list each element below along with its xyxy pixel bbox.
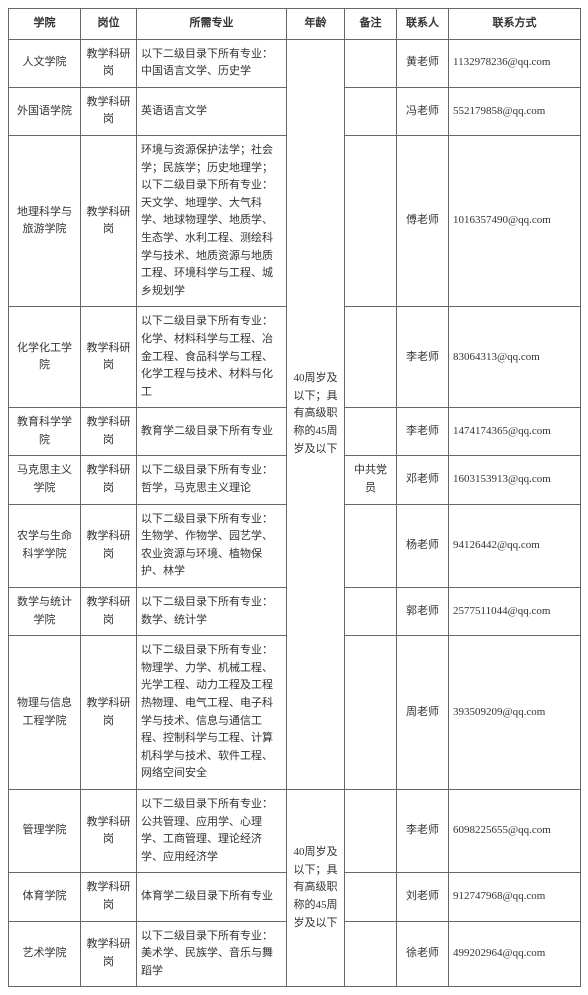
cell-college: 教育科学学院: [9, 408, 81, 456]
cell-note: [345, 307, 397, 408]
cell-note: [345, 135, 397, 306]
cell-major: 环境与资源保护法学；社会学；民族学；历史地理学；以下二级目录下所有专业：天文学、…: [137, 135, 287, 306]
cell-email: 1603153913@qq.com: [449, 456, 581, 504]
cell-contact: 徐老师: [397, 921, 449, 987]
cell-college: 管理学院: [9, 789, 81, 872]
col-email: 联系方式: [449, 9, 581, 40]
cell-contact: 冯老师: [397, 87, 449, 135]
table-row: 管理学院教学科研岗以下二级目录下所有专业：公共管理、应用学、心理学、工商管理、理…: [9, 789, 581, 872]
cell-contact: 黄老师: [397, 39, 449, 87]
cell-college: 农学与生命科学学院: [9, 504, 81, 587]
cell-contact: 刘老师: [397, 873, 449, 921]
cell-email: 552179858@qq.com: [449, 87, 581, 135]
cell-note: [345, 588, 397, 636]
cell-note: [345, 873, 397, 921]
cell-post: 教学科研岗: [81, 456, 137, 504]
cell-post: 教学科研岗: [81, 588, 137, 636]
cell-email: 94126442@qq.com: [449, 504, 581, 587]
col-college: 学院: [9, 9, 81, 40]
cell-post: 教学科研岗: [81, 39, 137, 87]
cell-major: 体育学二级目录下所有专业: [137, 873, 287, 921]
cell-college: 人文学院: [9, 39, 81, 87]
col-age: 年龄: [287, 9, 345, 40]
cell-college: 物理与信息工程学院: [9, 636, 81, 790]
cell-contact: 李老师: [397, 307, 449, 408]
cell-post: 教学科研岗: [81, 636, 137, 790]
table-row: 人文学院教学科研岗以下二级目录下所有专业：中国语言文学、历史学40周岁及以下；具…: [9, 39, 581, 87]
col-contact: 联系人: [397, 9, 449, 40]
cell-note: [345, 408, 397, 456]
cell-post: 教学科研岗: [81, 873, 137, 921]
cell-post: 教学科研岗: [81, 135, 137, 306]
cell-major: 以下二级目录下所有专业：公共管理、应用学、心理学、工商管理、理论经济学、应用经济…: [137, 789, 287, 872]
cell-email: 393509209@qq.com: [449, 636, 581, 790]
cell-post: 教学科研岗: [81, 408, 137, 456]
cell-college: 马克思主义学院: [9, 456, 81, 504]
recruitment-table: 学院 岗位 所需专业 年龄 备注 联系人 联系方式 人文学院教学科研岗以下二级目…: [8, 8, 581, 987]
cell-note: [345, 789, 397, 872]
cell-email: 1474174365@qq.com: [449, 408, 581, 456]
cell-major: 以下二级目录下所有专业：物理学、力学、机械工程、光学工程、动力工程及工程热物理、…: [137, 636, 287, 790]
cell-email: 1132978236@qq.com: [449, 39, 581, 87]
cell-college: 地理科学与旅游学院: [9, 135, 81, 306]
cell-email: 6098225655@qq.com: [449, 789, 581, 872]
col-post: 岗位: [81, 9, 137, 40]
cell-note: [345, 39, 397, 87]
cell-note: [345, 504, 397, 587]
col-note: 备注: [345, 9, 397, 40]
cell-post: 教学科研岗: [81, 87, 137, 135]
cell-post: 教学科研岗: [81, 921, 137, 987]
cell-contact: 傅老师: [397, 135, 449, 306]
cell-contact: 李老师: [397, 789, 449, 872]
cell-college: 数学与统计学院: [9, 588, 81, 636]
col-major: 所需专业: [137, 9, 287, 40]
cell-post: 教学科研岗: [81, 307, 137, 408]
cell-college: 体育学院: [9, 873, 81, 921]
cell-age-group-2: 40周岁及以下；具有高级职称的45周岁及以下: [287, 789, 345, 986]
cell-major: 教育学二级目录下所有专业: [137, 408, 287, 456]
cell-note: [345, 921, 397, 987]
cell-college: 艺术学院: [9, 921, 81, 987]
cell-post: 教学科研岗: [81, 789, 137, 872]
cell-post: 教学科研岗: [81, 504, 137, 587]
cell-note: 中共党员: [345, 456, 397, 504]
cell-note: [345, 636, 397, 790]
table-header-row: 学院 岗位 所需专业 年龄 备注 联系人 联系方式: [9, 9, 581, 40]
cell-age-group-1: 40周岁及以下；具有高级职称的45周岁及以下: [287, 39, 345, 789]
cell-major: 以下二级目录下所有专业：化学、材料科学与工程、冶金工程、食品科学与工程、化学工程…: [137, 307, 287, 408]
cell-email: 2577511044@qq.com: [449, 588, 581, 636]
cell-note: [345, 87, 397, 135]
cell-email: 912747968@qq.com: [449, 873, 581, 921]
cell-major: 以下二级目录下所有专业：哲学，马克思主义理论: [137, 456, 287, 504]
cell-contact: 邓老师: [397, 456, 449, 504]
cell-contact: 杨老师: [397, 504, 449, 587]
cell-college: 外国语学院: [9, 87, 81, 135]
cell-major: 以下二级目录下所有专业：生物学、作物学、园艺学、农业资源与环境、植物保护、林学: [137, 504, 287, 587]
cell-major: 以下二级目录下所有专业：美术学、民族学、音乐与舞蹈学: [137, 921, 287, 987]
cell-major: 以下二级目录下所有专业：数学、统计学: [137, 588, 287, 636]
cell-contact: 周老师: [397, 636, 449, 790]
cell-major: 英语语言文学: [137, 87, 287, 135]
cell-email: 1016357490@qq.com: [449, 135, 581, 306]
cell-major: 以下二级目录下所有专业：中国语言文学、历史学: [137, 39, 287, 87]
cell-email: 83064313@qq.com: [449, 307, 581, 408]
cell-contact: 李老师: [397, 408, 449, 456]
cell-email: 499202964@qq.com: [449, 921, 581, 987]
cell-contact: 郭老师: [397, 588, 449, 636]
cell-college: 化学化工学院: [9, 307, 81, 408]
